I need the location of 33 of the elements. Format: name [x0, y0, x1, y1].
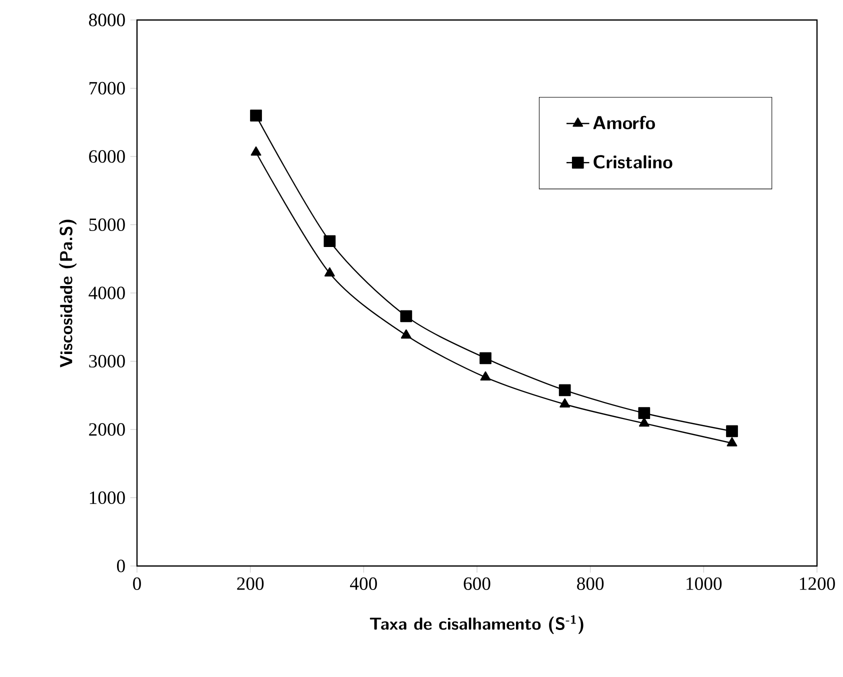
y-tick-label: 6000 — [89, 150, 125, 163]
point — [400, 310, 412, 322]
point — [558, 384, 571, 396]
point — [480, 352, 492, 364]
point — [638, 407, 650, 420]
point — [250, 146, 262, 156]
y-tick-label: 2000 — [89, 423, 125, 436]
legend-label: Amorfo — [593, 116, 655, 130]
point — [726, 437, 738, 446]
x-tick-label: 800 — [577, 577, 604, 590]
x-tick-label: 200 — [237, 577, 264, 590]
point — [726, 425, 738, 438]
x-tick-label: 600 — [464, 577, 490, 590]
y-tick-label: 0 — [117, 560, 125, 572]
y-tick-label: 7000 — [90, 82, 125, 95]
y-tick-label: 3000 — [89, 354, 125, 368]
y-axis-title: Viscosidade (Pa.S) — [59, 220, 76, 368]
point — [324, 267, 335, 276]
point — [560, 398, 570, 408]
point — [324, 235, 336, 248]
legend-label: Cristalino — [594, 155, 672, 168]
x-tick-label: 400 — [350, 577, 377, 590]
point — [480, 371, 491, 381]
y-tick-label: 1000 — [90, 491, 125, 504]
x-tick-label: 1200 — [800, 577, 835, 590]
x-axis-title: Taxa de cisalhamento (S$^{-1}$) — [370, 615, 584, 634]
point — [250, 110, 262, 122]
y-tick-label: 4000 — [88, 286, 125, 300]
y-tick-label: 5000 — [89, 218, 125, 232]
y-tick-label: 8000 — [89, 14, 125, 26]
point — [400, 329, 412, 339]
x-tick-label: 1000 — [686, 577, 722, 590]
x-tick-label: 0 — [133, 577, 141, 590]
